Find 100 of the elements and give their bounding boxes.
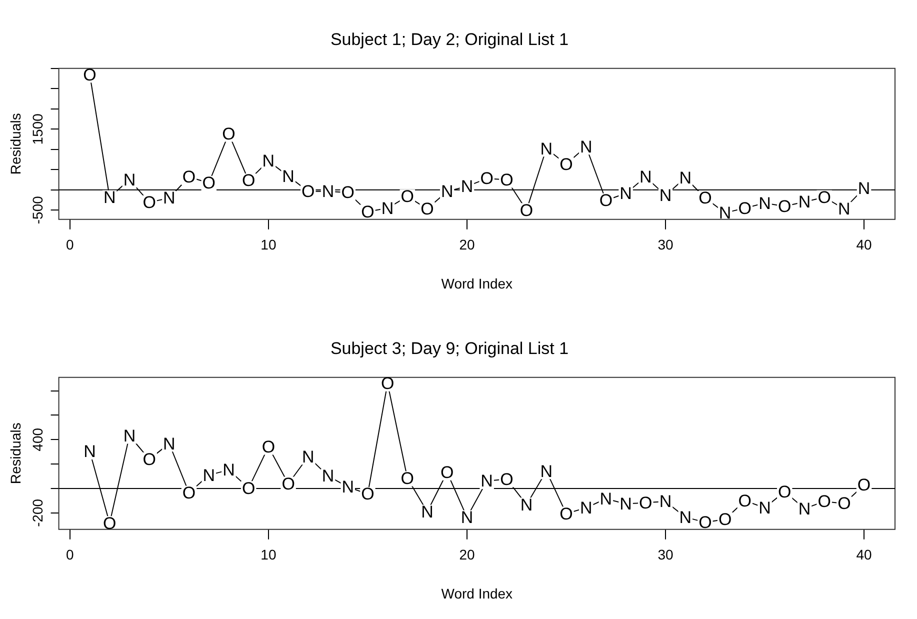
data-label: N [679, 168, 692, 188]
data-label: O [182, 483, 196, 502]
data-label: O [500, 470, 514, 489]
data-label: O [818, 188, 831, 207]
data-label: N [580, 498, 592, 518]
data-label: O [282, 474, 295, 494]
data-label: N [718, 203, 732, 222]
data-label: O [857, 476, 871, 495]
data-label: O [400, 468, 414, 488]
x-axis-title: Word Index [441, 585, 513, 602]
data-label: O [361, 484, 374, 504]
data-label: N [460, 177, 474, 196]
x-tick-label: 30 [658, 546, 674, 563]
data-label: N [838, 200, 850, 219]
data-label: N [302, 447, 314, 466]
data-label: N [322, 182, 334, 202]
data-label: N [322, 466, 334, 486]
data-label: O [222, 124, 236, 144]
data-label: N [540, 139, 553, 158]
data-label: O [400, 187, 414, 206]
data-label: O [698, 513, 712, 532]
data-label: N [659, 186, 672, 205]
data-label: N [580, 137, 592, 156]
data-label: O [361, 202, 374, 222]
data-label: N [858, 178, 870, 198]
x-tick-label: 20 [459, 236, 475, 253]
data-label: N [520, 495, 533, 514]
data-label: O [560, 504, 573, 524]
data-label: N [163, 188, 176, 208]
data-label: N [798, 499, 811, 518]
x-tick-label: 40 [856, 236, 872, 253]
data-label: O [341, 183, 354, 202]
x-tick-label: 10 [260, 546, 276, 563]
data-label: O [480, 169, 494, 188]
data-label: O [698, 188, 712, 208]
data-label: N [440, 182, 454, 202]
data-label: O [560, 154, 573, 174]
data-label: O [142, 450, 156, 470]
x-tick-label: 30 [658, 236, 674, 253]
data-label: N [798, 192, 811, 212]
data-label: O [738, 198, 752, 218]
data-label: O [738, 491, 752, 510]
y-tick-label: 1500 [30, 113, 46, 145]
data-label: N [679, 508, 692, 527]
y-tick-label: -200 [30, 498, 46, 527]
x-tick-label: 0 [66, 546, 74, 563]
data-label: O [500, 170, 514, 190]
data-label: O [639, 493, 652, 512]
data-label: N [640, 168, 652, 187]
data-label: N [540, 462, 553, 481]
data-label: N [381, 198, 394, 218]
data-label: N [758, 194, 771, 213]
data-label: O [83, 65, 96, 84]
data-label: O [420, 200, 434, 219]
data-label: O [142, 193, 156, 212]
data-label: N [202, 466, 216, 485]
data-label: O [103, 514, 116, 533]
data-label: O [380, 374, 394, 394]
y-tick-label: -500 [30, 196, 46, 224]
data-label: O [778, 482, 792, 502]
x-tick-label: 20 [459, 546, 475, 563]
data-label: O [262, 437, 276, 456]
data-label: N [282, 166, 294, 186]
data-label: O [520, 200, 534, 220]
data-label: N [163, 434, 176, 454]
data-label: O [182, 168, 196, 187]
x-tick-label: 0 [66, 236, 74, 253]
data-label: N [758, 498, 771, 518]
data-label: N [620, 184, 632, 204]
y-axis-title: Residuals [7, 422, 24, 484]
x-tick-label: 10 [260, 236, 276, 253]
data-label: N [123, 170, 136, 190]
data-label: O [599, 191, 613, 210]
data-label: N [620, 494, 632, 514]
data-label: O [242, 478, 256, 498]
data-label: O [202, 174, 216, 193]
data-label: N [222, 460, 235, 480]
data-label: N [123, 426, 136, 446]
data-label: O [242, 171, 256, 190]
data-label: O [778, 196, 792, 216]
y-axis-title: Residuals [7, 113, 24, 175]
data-label: N [103, 188, 116, 207]
data-label: O [838, 494, 851, 514]
data-label: O [302, 182, 315, 202]
data-label: N [421, 502, 434, 522]
data-label: N [262, 152, 275, 171]
y-tick-label: 400 [30, 428, 46, 452]
data-label: N [342, 478, 354, 497]
data-label: O [440, 463, 454, 482]
data-label: O [818, 492, 831, 512]
chart-title: Subject 1; Day 2; Original List 1 [330, 30, 569, 49]
data-label: N [600, 489, 612, 508]
data-label: N [659, 492, 672, 512]
x-tick-label: 40 [856, 546, 872, 563]
data-label: O [718, 510, 732, 529]
data-label: N [480, 472, 493, 491]
chart-title: Subject 3; Day 9; Original List 1 [330, 338, 569, 358]
x-axis-title: Word Index [441, 275, 513, 292]
data-label: N [84, 442, 96, 462]
data-label: N [460, 508, 474, 527]
